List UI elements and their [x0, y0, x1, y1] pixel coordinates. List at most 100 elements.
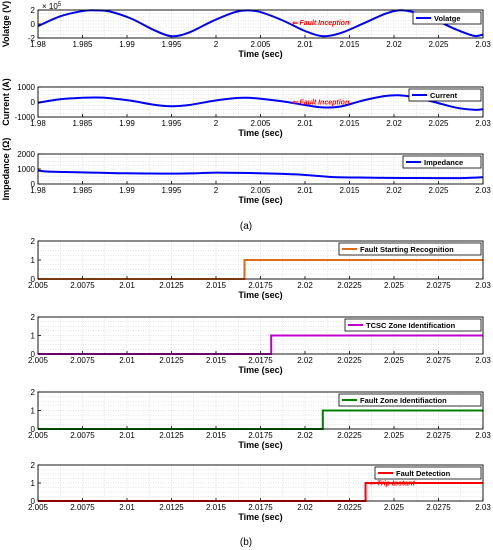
x-axis-label: Time (sec): [238, 195, 282, 205]
x-tick-label: 2.0225: [337, 356, 362, 365]
x-tick-label: 2.0275: [426, 503, 451, 512]
x-tick-label: 2.015: [339, 186, 360, 195]
x-tick-label: 2.0225: [337, 503, 362, 512]
legend-box: [344, 318, 482, 332]
y-tick-label: -2: [28, 34, 36, 43]
x-tick-label: 2: [214, 119, 219, 128]
x-tick-label: 1.995: [161, 186, 182, 195]
x-tick-label: 2.01: [119, 356, 135, 365]
legend-box: [374, 466, 482, 480]
x-tick-label: 2.02: [297, 356, 313, 365]
x-tick-label: 2.03: [475, 40, 491, 49]
x-axis-label: Time (sec): [238, 512, 282, 522]
x-tick-label: 2: [214, 186, 219, 195]
x-tick-label: 2.015: [206, 503, 227, 512]
x-tick-label: 2.025: [428, 119, 449, 128]
y-tick-label: 0: [31, 497, 36, 506]
legend-box: [408, 88, 482, 102]
series-line-impedance: [37, 169, 484, 180]
annotation-text: ⇐ Fault Inception: [292, 20, 350, 27]
legend-box: [412, 11, 482, 25]
x-tick-label: 2.0075: [70, 356, 95, 365]
x-axis-label: Time (sec): [238, 290, 282, 300]
x-tick-label: 2.03: [475, 186, 491, 195]
x-tick-label: 2.02: [297, 503, 313, 512]
x-tick-label: 2.0125: [159, 356, 184, 365]
x-tick-label: 2.025: [384, 356, 405, 365]
x-tick-label: 2.02: [297, 281, 313, 290]
y-tick-label: 1: [31, 479, 36, 488]
x-tick-label: 1.98: [30, 40, 46, 49]
x-tick-label: 2.01: [119, 431, 135, 440]
x-tick-label: 2.015: [339, 119, 360, 128]
chart-current: Current ⇐ Fault Inception 1.98 1.985 1.99 1.9…: [1, 78, 491, 138]
y-tick-label: 1: [31, 332, 36, 341]
x-tick-label: 2.005: [28, 431, 49, 440]
exponent-label: × 105: [42, 2, 62, 11]
y-tick-label: 1: [31, 256, 36, 265]
y-tick-label: 1: [31, 407, 36, 416]
y-tick-label: 0: [31, 98, 36, 107]
plots-container: Volatge ⇐ Fault Inception 1.98 1.985 1.99 1.9…: [1, 1, 491, 522]
x-tick-label: 2.03: [475, 281, 491, 290]
chart-fault-zone-identification: Fault Zone Identifiaction 2.005 2.0075 2.01…: [28, 388, 491, 450]
x-tick-label: 2.015: [206, 356, 227, 365]
annotation-text: ⇐ Fault Inception: [292, 100, 350, 107]
x-tick-label: 2.0125: [159, 431, 184, 440]
y-tick-label: 0: [31, 20, 36, 29]
y-axis-label: Current (A): [1, 78, 11, 126]
y-axis-label: Impedance (Ω): [1, 138, 11, 201]
x-tick-label: 1.98: [30, 119, 46, 128]
x-tick-label: 2.0125: [159, 281, 184, 290]
x-tick-label: 2.005: [250, 119, 271, 128]
x-axis-label: Time (sec): [238, 440, 282, 450]
legend-label: Fault Starting Recognition: [360, 245, 454, 254]
chart-impedance: Impedance 1.98 1.985 1.99 1.995 2 2.005 2.01 2.0…: [1, 138, 491, 205]
x-tick-label: 2.0225: [337, 281, 362, 290]
x-tick-label: 2.02: [386, 40, 402, 49]
x-tick-label: 1.99: [119, 186, 135, 195]
x-tick-label: 1.99: [119, 119, 135, 128]
y-tick-label: 2: [31, 388, 36, 397]
x-tick-label: 2.02: [297, 431, 313, 440]
x-tick-label: 2.03: [475, 356, 491, 365]
x-tick-label: 2.005: [28, 503, 49, 512]
y-tick-label: 2000: [17, 150, 35, 159]
x-tick-label: 2.015: [339, 40, 360, 49]
y-tick-label: 1000: [17, 165, 35, 174]
x-axis-label: Time (sec): [238, 365, 282, 375]
x-tick-label: 2.03: [475, 119, 491, 128]
x-tick-label: 1.985: [72, 119, 93, 128]
annotation-text: ⇐ Trip Instant: [369, 481, 415, 488]
x-tick-label: 2.015: [206, 431, 227, 440]
x-tick-label: 2.03: [475, 503, 491, 512]
y-tick-label: 1000: [17, 83, 35, 92]
x-tick-label: 2.01: [297, 119, 313, 128]
x-tick-label: 2.0175: [248, 503, 273, 512]
x-tick-label: 1.985: [72, 186, 93, 195]
x-tick-label: 2.0075: [70, 431, 95, 440]
x-tick-label: 2.02: [386, 186, 402, 195]
legend-label: Volatge: [434, 14, 461, 23]
x-tick-label: 2.005: [28, 281, 49, 290]
y-tick-label: 0: [31, 275, 36, 284]
y-tick-label: 0: [31, 425, 36, 434]
y-tick-label: -1000: [15, 113, 36, 122]
y-tick-label: 0: [31, 180, 36, 189]
x-tick-label: 2.005: [250, 186, 271, 195]
legend-label: Current: [430, 91, 458, 100]
x-tick-label: 2.02: [386, 119, 402, 128]
chart-fault-detection: Fault Detection ⇐ Trip Instant 2.005 2.0075…: [28, 461, 491, 522]
panel-label-b: (b): [240, 537, 252, 548]
legend-label: Fault Zone Identifiaction: [360, 396, 447, 405]
legend-label: TCSC Zone Identification: [366, 321, 456, 330]
x-tick-label: 2.005: [28, 356, 49, 365]
x-tick-label: 2.025: [384, 503, 405, 512]
x-axis-label: Time (sec): [238, 49, 282, 59]
series-line-voltage: [37, 9, 484, 38]
y-tick-label: 2: [31, 6, 36, 15]
legend-box: [402, 155, 482, 169]
x-tick-label: 2.0175: [248, 356, 273, 365]
